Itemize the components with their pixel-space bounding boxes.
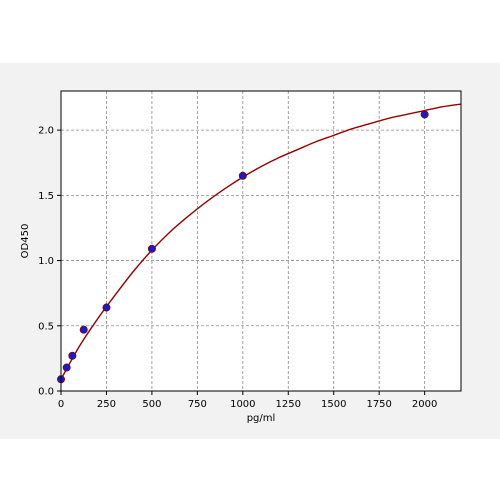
data-point <box>79 325 88 334</box>
fit-curve <box>60 103 462 380</box>
data-point <box>147 244 156 253</box>
x-axis-ticks: 0 250 500 750 1000 1250 1500 1750 2000 <box>58 391 437 410</box>
y-tick-label: 2.0 <box>38 126 54 137</box>
y-axis-label: OD450 <box>20 224 31 259</box>
y-tick-label: 0.5 <box>38 321 54 332</box>
fit-curve-layer <box>60 103 462 380</box>
y-tick-label: 0.0 <box>38 387 54 398</box>
x-axis-label: pg/ml <box>247 413 276 424</box>
x-tick-label: 1250 <box>276 399 301 410</box>
data-point <box>102 303 111 312</box>
x-tick-label: 1750 <box>366 399 391 410</box>
x-tick-label: 1500 <box>321 399 346 410</box>
data-point <box>238 171 247 180</box>
data-point <box>420 110 429 119</box>
x-tick-label: 250 <box>97 399 116 410</box>
plot-area <box>61 91 461 391</box>
y-tick-label: 1.5 <box>38 191 54 202</box>
plot-frame <box>60 90 462 392</box>
y-tick-label: 1.0 <box>38 256 54 267</box>
x-tick-label: 1000 <box>230 399 255 410</box>
data-point <box>68 351 77 360</box>
x-tick-label: 0 <box>58 399 64 410</box>
y-axis-ticks: 0.0 0.5 1.0 1.5 2.0 <box>38 126 61 398</box>
x-tick-label: 750 <box>188 399 207 410</box>
x-tick-label: 2000 <box>412 399 437 410</box>
data-point <box>62 363 71 372</box>
x-tick-label: 500 <box>142 399 161 410</box>
